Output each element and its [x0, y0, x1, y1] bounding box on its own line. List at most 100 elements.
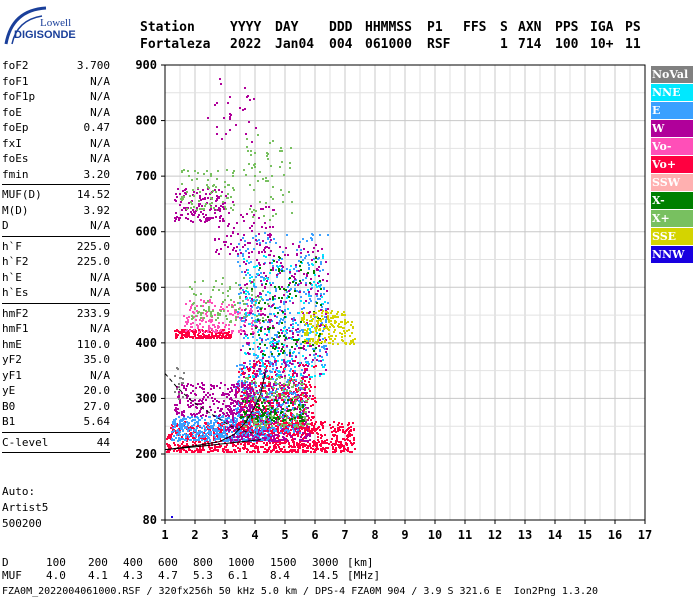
echo-point: [245, 377, 247, 379]
echo-point: [231, 427, 233, 429]
echo-point: [292, 386, 294, 388]
echo-point: [288, 424, 290, 426]
echo-point: [306, 340, 308, 342]
echo-point: [291, 330, 293, 332]
echo-point: [300, 256, 302, 258]
echo-point: [254, 396, 256, 398]
echo-point: [253, 285, 255, 287]
echo-point: [207, 300, 209, 302]
echo-point: [276, 341, 278, 343]
echo-point: [269, 342, 271, 344]
echo-point: [229, 288, 231, 290]
echo-point: [279, 448, 281, 450]
echo-point: [235, 413, 237, 415]
echo-point: [255, 235, 257, 237]
echo-point: [324, 451, 326, 453]
echo-point: [313, 451, 315, 453]
echo-point: [236, 436, 238, 438]
echo-point: [300, 269, 302, 271]
echo-point: [259, 399, 261, 401]
echo-point: [198, 439, 200, 441]
echo-point: [296, 270, 298, 272]
header-value-10: 10+: [590, 37, 614, 52]
echo-point: [249, 395, 251, 397]
echo-point: [242, 345, 244, 347]
echo-point: [257, 420, 259, 422]
echo-point: [316, 269, 318, 271]
echo-point: [261, 341, 263, 343]
echo-point: [265, 319, 267, 321]
echo-point: [300, 436, 302, 438]
echo-point: [203, 334, 205, 336]
echo-point: [257, 449, 259, 451]
echo-point: [228, 304, 230, 306]
echo-point: [205, 423, 207, 425]
echo-point: [344, 332, 346, 334]
param-row: hmF2 233.9: [2, 306, 110, 322]
echo-point: [219, 220, 221, 222]
echo-point: [298, 270, 300, 272]
echo-point: [191, 336, 193, 338]
echo-point: [228, 334, 230, 336]
echo-point: [221, 303, 223, 305]
echo-point: [259, 371, 261, 373]
echo-point: [199, 430, 201, 432]
echo-point: [230, 439, 232, 441]
echo-point: [322, 373, 324, 375]
echo-point: [198, 200, 200, 202]
echo-point: [209, 394, 211, 396]
echo-point: [224, 440, 226, 442]
echo-point: [245, 263, 247, 265]
echo-point: [326, 442, 328, 444]
echo-point: [185, 303, 187, 305]
echo-point: [293, 382, 295, 384]
echo-point: [226, 169, 228, 171]
echo-point: [205, 214, 207, 216]
echo-point: [325, 321, 327, 323]
echo-point: [326, 290, 328, 292]
echo-point: [321, 248, 323, 250]
echo-point: [240, 416, 242, 418]
echo-point: [303, 316, 305, 318]
echo-point: [199, 323, 201, 325]
param-value: N/A: [90, 136, 110, 150]
echo-point: [224, 326, 226, 328]
echo-point: [340, 441, 342, 443]
echo-point: [279, 272, 281, 274]
echo-point: [312, 348, 314, 350]
echo-point: [246, 381, 248, 383]
echo-point: [264, 328, 266, 330]
echo-point: [305, 323, 307, 325]
echo-point: [252, 389, 254, 391]
echo-point: [233, 386, 235, 388]
echo-point: [289, 352, 291, 354]
echo-point: [185, 389, 187, 391]
echo-point: [242, 300, 244, 302]
echo-point: [187, 213, 189, 215]
echo-point: [294, 426, 296, 428]
echo-point: [265, 283, 267, 285]
echo-point: [270, 319, 272, 321]
echo-point: [251, 328, 253, 330]
echo-point: [267, 303, 269, 305]
echo-point: [292, 401, 294, 403]
echo-point: [249, 360, 251, 362]
echo-point: [289, 269, 291, 271]
echo-point: [298, 382, 300, 384]
echo-point: [289, 330, 291, 332]
echo-point: [342, 327, 344, 329]
echo-point: [274, 361, 276, 363]
param-row: foEs N/A: [2, 151, 110, 167]
echo-point: [252, 431, 254, 433]
echo-point: [300, 261, 302, 263]
echo-point: [287, 379, 289, 381]
echo-point: [262, 299, 264, 301]
echo-point: [228, 324, 230, 326]
echo-point: [302, 451, 304, 453]
echo-point: [200, 293, 202, 295]
echo-point: [294, 417, 296, 419]
echo-point: [226, 439, 228, 441]
echo-point: [223, 400, 225, 402]
y-tick-label: 600: [135, 225, 157, 239]
echo-point: [255, 276, 257, 278]
